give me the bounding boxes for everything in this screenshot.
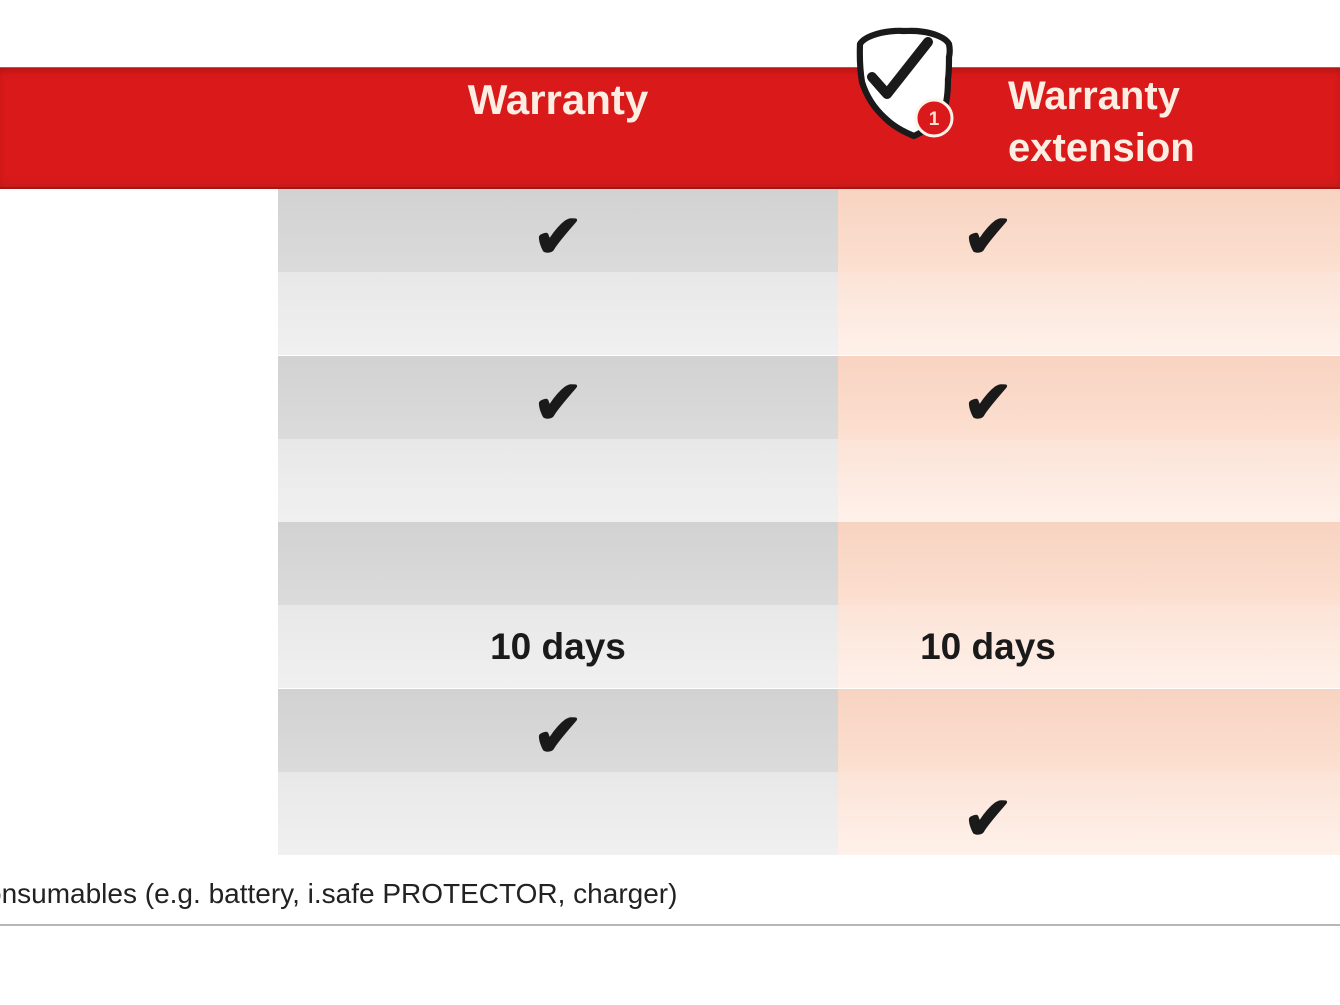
svg-text:1: 1 — [929, 109, 940, 130]
